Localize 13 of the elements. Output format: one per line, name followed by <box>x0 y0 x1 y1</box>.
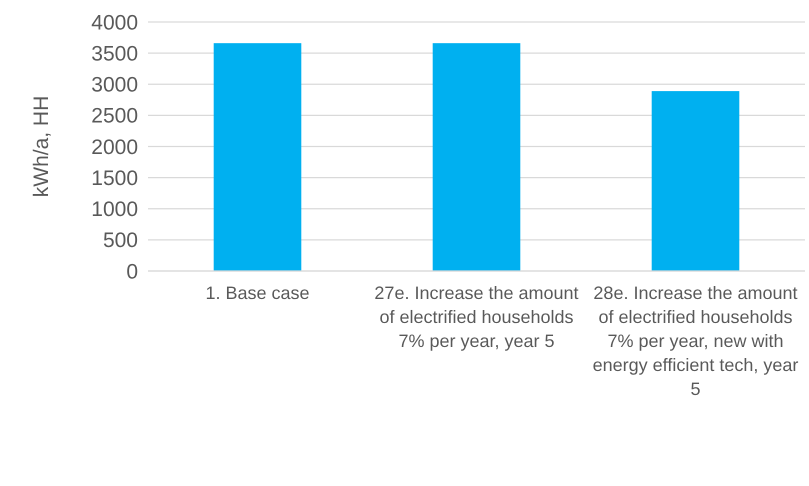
x-tick-label: 1. Base case <box>205 283 310 303</box>
y-tick-label: 2000 <box>91 136 138 159</box>
y-tick-label: 0 <box>126 260 138 284</box>
y-tick-label: 4000 <box>91 11 138 34</box>
y-tick-label: 1000 <box>91 198 138 222</box>
x-tick-label: 27e. Increase the amount of electrified households 7% per year, year 5 <box>374 283 579 351</box>
y-tick-label: 3000 <box>91 74 138 97</box>
y-tick-label: 1500 <box>91 166 138 190</box>
y-tick-label: 500 <box>102 229 138 252</box>
x-tick-label: 28e. Increase the amount of electrified households 7% per year, new with energy efficient tech, year 5 <box>592 283 798 399</box>
y-axis-title: kWh/a, HH <box>30 96 53 198</box>
y-tick-label: 2500 <box>91 104 138 128</box>
y-tick-label: 3500 <box>91 42 138 66</box>
